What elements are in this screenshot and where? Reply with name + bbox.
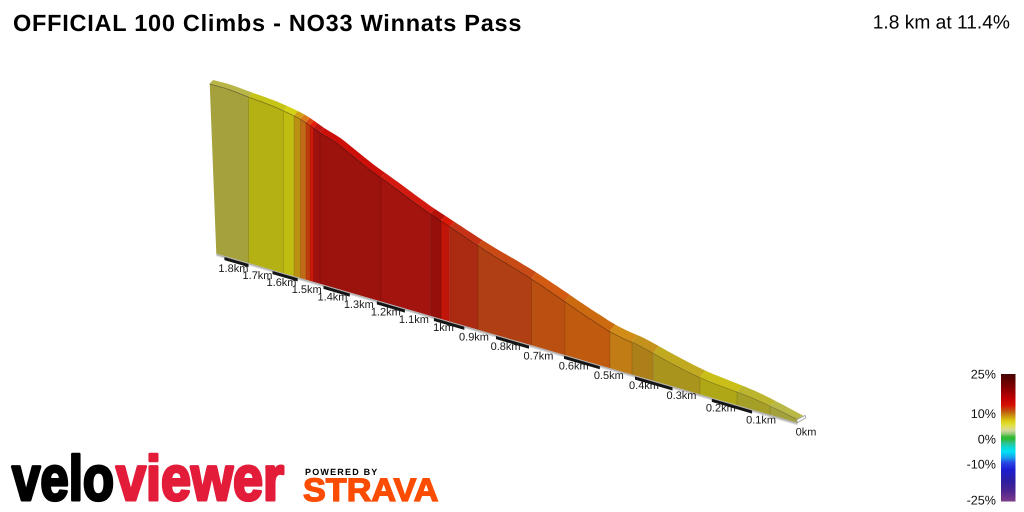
svg-text:1.3km: 1.3km xyxy=(344,299,374,311)
svg-text:1.6km: 1.6km xyxy=(267,277,297,289)
svg-text:velo: velo xyxy=(12,444,114,512)
svg-text:1.8km: 1.8km xyxy=(218,263,248,275)
svg-text:STRAVA: STRAVA xyxy=(303,472,439,508)
svg-text:0%: 0% xyxy=(978,432,996,446)
svg-text:0.5km: 0.5km xyxy=(594,370,624,382)
svg-text:0.7km: 0.7km xyxy=(524,351,554,363)
svg-text:1km: 1km xyxy=(433,322,454,334)
svg-text:10%: 10% xyxy=(971,407,996,421)
svg-text:POWERED BY: POWERED BY xyxy=(305,467,379,477)
svg-text:OFFICIAL 100 Climbs - NO33 Win: OFFICIAL 100 Climbs - NO33 Winnats Pass xyxy=(13,10,522,36)
svg-text:-10%: -10% xyxy=(967,458,996,472)
svg-text:1.8 km at 11.4%: 1.8 km at 11.4% xyxy=(873,13,1010,34)
svg-text:0km: 0km xyxy=(796,426,817,438)
svg-text:1.1km: 1.1km xyxy=(399,314,429,326)
svg-text:1.4km: 1.4km xyxy=(318,291,348,303)
svg-text:0.3km: 0.3km xyxy=(667,390,697,402)
svg-text:0.8km: 0.8km xyxy=(491,341,521,353)
svg-text:25%: 25% xyxy=(971,367,996,381)
svg-text:1.7km: 1.7km xyxy=(243,270,273,282)
svg-text:viewer: viewer xyxy=(116,444,284,512)
svg-text:0.6km: 0.6km xyxy=(559,361,589,373)
svg-text:0.1km: 0.1km xyxy=(746,414,776,426)
svg-text:-25%: -25% xyxy=(967,493,996,507)
svg-text:0.4km: 0.4km xyxy=(629,380,659,392)
svg-text:1.2km: 1.2km xyxy=(371,307,401,319)
svg-text:0.2km: 0.2km xyxy=(706,403,736,415)
svg-text:0.9km: 0.9km xyxy=(459,332,489,344)
svg-text:1.5km: 1.5km xyxy=(292,284,322,296)
